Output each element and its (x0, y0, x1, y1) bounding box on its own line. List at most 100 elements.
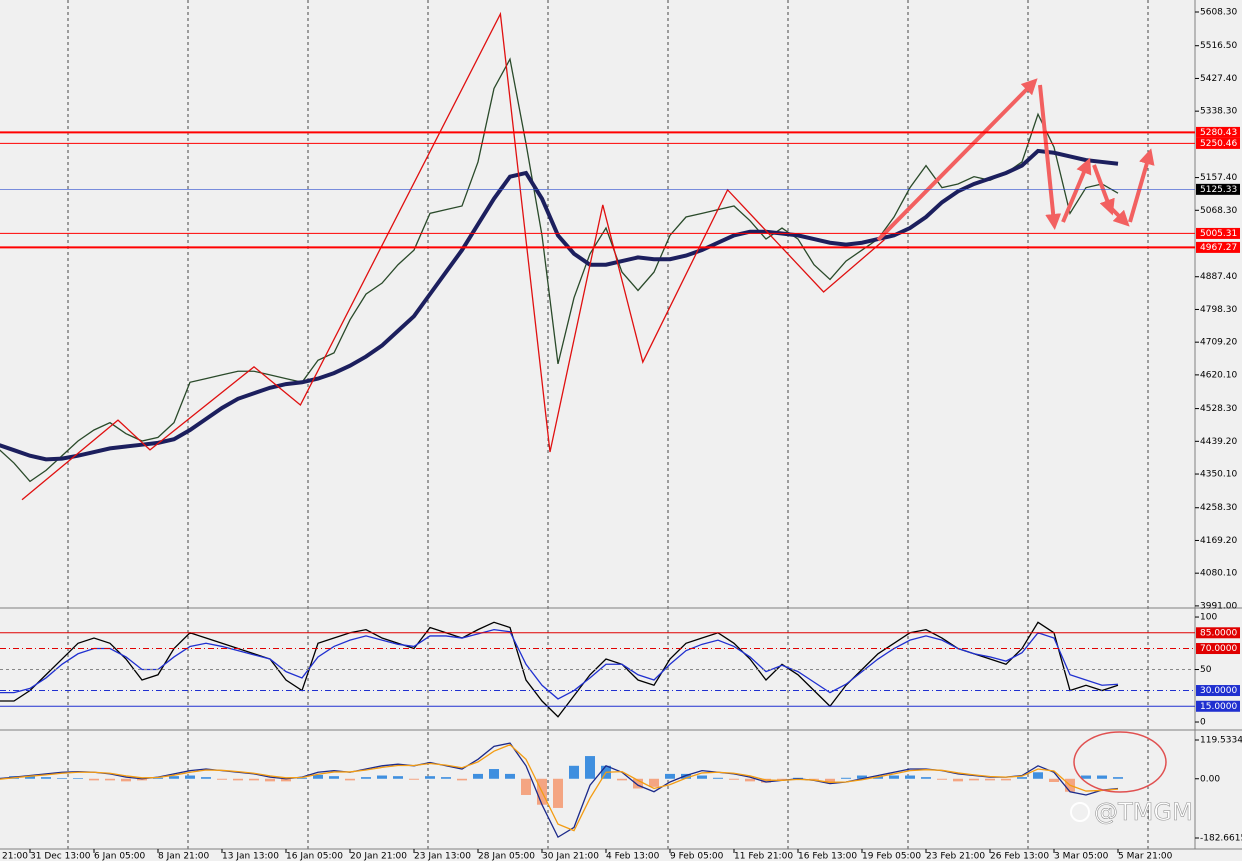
histogram-bar (409, 778, 419, 780)
histogram-bar (521, 778, 531, 795)
x-tick-label: 26 Feb 13:00 (990, 852, 1049, 861)
annotations (876, 78, 1155, 242)
histogram-bar (425, 776, 435, 779)
histogram-bar (393, 776, 403, 779)
histogram-bar (313, 774, 323, 779)
arrow (1106, 203, 1130, 227)
x-tick-label: 5 Mar 21:00 (1118, 852, 1173, 861)
histogram-bar (41, 777, 51, 779)
histogram-bar (777, 778, 787, 780)
series-line (0, 57, 1119, 483)
level-label-box (1196, 241, 1240, 253)
histogram-bar (1033, 772, 1043, 779)
x-tick-label: 13 Jan 13:00 (222, 852, 279, 861)
level-label-box (1196, 685, 1240, 697)
arrow (1092, 164, 1115, 216)
histogram-bar (137, 778, 147, 781)
y-tick-label: 3991.00 (1200, 601, 1237, 611)
histogram-bar (1081, 775, 1091, 779)
histogram-bar (1097, 775, 1107, 779)
y-tick-label: -182.6615 (1200, 833, 1242, 843)
histogram-bar (921, 777, 931, 779)
x-tick-label: 11 Feb 21:00 (734, 852, 793, 861)
histogram-bar (489, 769, 499, 779)
histogram-bar (713, 777, 723, 779)
watermark: @TMGM (1094, 798, 1193, 826)
histogram-bar (89, 778, 99, 781)
histogram-bar (1001, 778, 1011, 781)
histogram-bar (265, 778, 275, 782)
histogram-bar (889, 775, 899, 779)
series-line (0, 621, 1119, 718)
y-tick-label: 100 (1200, 613, 1217, 623)
x-tick-label: 20 Jan 21:00 (350, 852, 407, 861)
histogram-bar (569, 765, 579, 779)
arrow (1038, 84, 1062, 230)
histogram-bar (57, 778, 67, 779)
y-tick-label: 50 (1200, 665, 1212, 675)
histogram-bar (169, 776, 179, 779)
series-line (0, 743, 1119, 832)
histogram-bar (185, 775, 195, 779)
y-tick-label: 119.5334 (1200, 735, 1242, 745)
x-tick-label: 8 Jan 21:00 (158, 852, 210, 861)
level-label: 30.0000 (1200, 686, 1237, 696)
histogram-bar (697, 775, 707, 779)
y-tick-label: 5516.50 (1200, 41, 1237, 51)
histogram-bar (553, 778, 563, 808)
x-tick-label: 31 Dec 13:00 (30, 852, 91, 861)
level-label: 5250.46 (1200, 139, 1237, 149)
x-tick-label: 23 Feb 21:00 (926, 852, 985, 861)
y-tick-label: 4620.10 (1200, 370, 1237, 380)
histogram-bar (1017, 777, 1027, 779)
arrow (1061, 157, 1092, 223)
histogram-bar (201, 777, 211, 779)
x-tick-label: 3 Mar 05:00 (1054, 852, 1109, 861)
y-tick-label: 4528.30 (1200, 404, 1237, 414)
histogram-bar (361, 777, 371, 779)
histogram-bar (281, 778, 291, 782)
y-tick-label: 4258.30 (1200, 503, 1237, 513)
histogram-bar (729, 778, 739, 780)
x-tick-label: 4 Feb 13:00 (606, 852, 660, 861)
histogram-bar (441, 777, 451, 779)
histogram-bar (905, 775, 915, 779)
histogram-bar (841, 777, 851, 779)
histogram-bar (505, 773, 515, 779)
y-tick-label: 4439.20 (1200, 437, 1237, 447)
y-tick-label: 5157.40 (1200, 173, 1237, 183)
histogram-bar (633, 778, 643, 789)
arrow (1128, 148, 1155, 223)
histogram-bar (329, 776, 339, 779)
histogram-bar (585, 756, 595, 779)
level-label: 85.0000 (1200, 628, 1237, 638)
histogram-bar (681, 773, 691, 779)
y-tick-label: 0 (1200, 718, 1206, 728)
histogram-bar (665, 773, 675, 779)
histogram-bar (73, 778, 83, 779)
level-label-box (1196, 227, 1240, 239)
x-tick-label: 19 Feb 05:00 (862, 852, 921, 861)
x-tick-label: 28 Jan 05:00 (478, 852, 535, 861)
level-label-box (1196, 137, 1240, 149)
histogram-bar (937, 778, 947, 780)
histogram-bar (233, 778, 243, 781)
histogram-bar (1113, 777, 1123, 779)
x-tick-label: 16 Jan 05:00 (286, 852, 343, 861)
arrow (876, 78, 1038, 242)
y-tick-label: 4887.40 (1200, 272, 1237, 282)
histogram-bar (105, 778, 115, 781)
y-tick-label: 5068.30 (1200, 206, 1237, 216)
level-label: 15.0000 (1200, 702, 1237, 712)
x-tick-label: 9 Feb 05:00 (670, 852, 724, 861)
histogram-bar (825, 778, 835, 783)
x-tick-label: 23 Jan 13:00 (414, 852, 471, 861)
level-label: 70.0000 (1200, 644, 1237, 654)
x-tick-label: 16 Feb 13:00 (798, 852, 857, 861)
histogram-bar (617, 778, 627, 781)
level-label-box (1196, 126, 1240, 138)
y-tick-label: 4798.30 (1200, 305, 1237, 315)
histogram-bar (345, 778, 355, 781)
level-label: 5280.43 (1200, 128, 1237, 138)
histogram-bar (377, 775, 387, 779)
